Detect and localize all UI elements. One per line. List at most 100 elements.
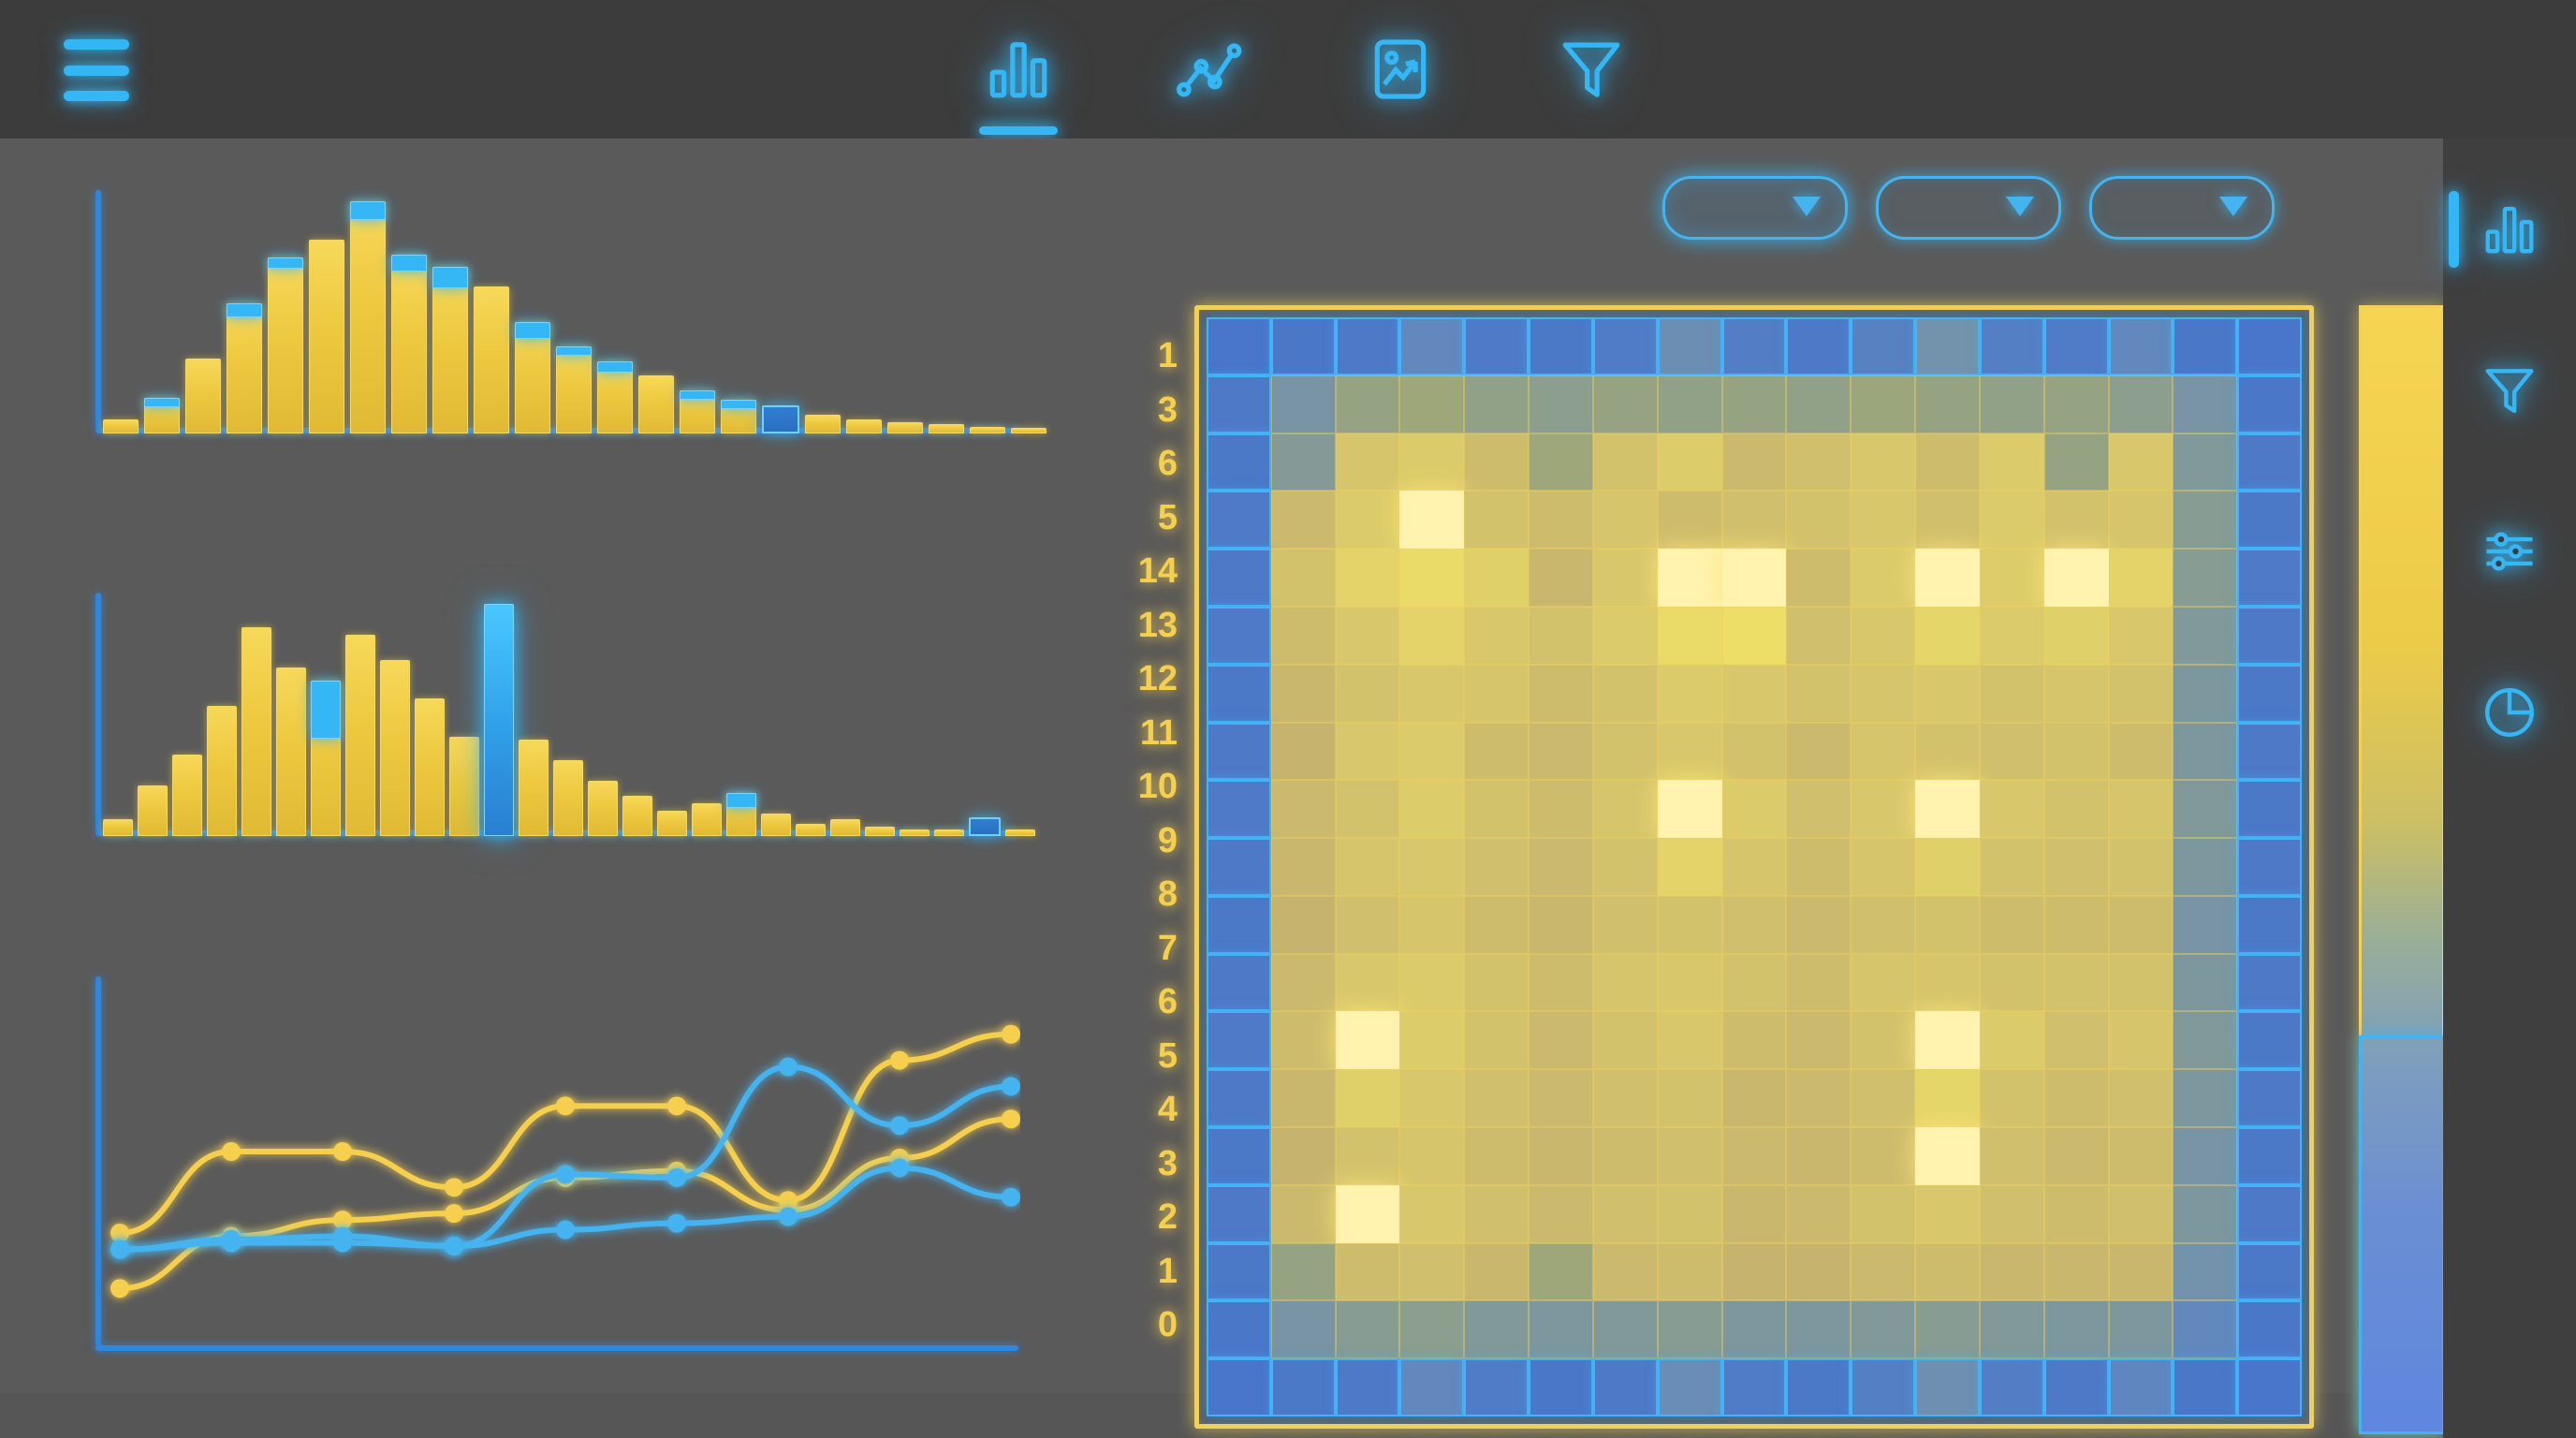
heatmap-cell[interactable] xyxy=(1851,491,1916,550)
bar[interactable] xyxy=(969,816,1001,836)
heatmap-cell[interactable] xyxy=(1207,1184,1271,1243)
bar[interactable] xyxy=(553,759,583,836)
heatmap-cell[interactable] xyxy=(1464,1127,1530,1185)
heatmap-cell[interactable] xyxy=(1399,1011,1465,1070)
heatmap-cell[interactable] xyxy=(1786,722,1852,781)
bar[interactable] xyxy=(138,785,168,836)
bar[interactable] xyxy=(227,302,262,433)
heatmap-cell[interactable] xyxy=(1851,1069,1916,1128)
heatmap-cell[interactable] xyxy=(1915,1300,1980,1359)
heatmap-cell[interactable] xyxy=(1399,838,1465,896)
heatmap-cell[interactable] xyxy=(2108,780,2174,839)
data-point[interactable] xyxy=(333,1211,352,1230)
heatmap-cell[interactable] xyxy=(2237,433,2302,492)
heatmap-cell[interactable] xyxy=(1657,780,1722,839)
heatmap-cell[interactable] xyxy=(2108,1127,2174,1185)
heatmap-cell[interactable] xyxy=(1529,374,1593,433)
heatmap-cell[interactable] xyxy=(2173,1069,2238,1128)
bar[interactable] xyxy=(887,421,923,433)
heatmap-cell[interactable] xyxy=(1979,433,2044,492)
heatmap-cell[interactable] xyxy=(1335,953,1400,1012)
heatmap-cell[interactable] xyxy=(1270,491,1336,550)
heatmap-cell[interactable] xyxy=(1399,895,1465,954)
heatmap-cell[interactable] xyxy=(1270,317,1336,375)
heatmap-cell[interactable] xyxy=(1915,491,1980,550)
heatmap-cell[interactable] xyxy=(1657,722,1722,781)
heatmap-cell[interactable] xyxy=(1851,1242,1916,1301)
heatmap-cell[interactable] xyxy=(2237,317,2302,375)
heatmap-cell[interactable] xyxy=(1721,606,1787,665)
heatmap-cell[interactable] xyxy=(1270,1300,1336,1359)
heatmap-cell[interactable] xyxy=(1464,1011,1530,1070)
bar[interactable] xyxy=(597,360,633,433)
chart-histogram-middle[interactable] xyxy=(75,593,1035,836)
bar[interactable] xyxy=(1011,428,1046,433)
heatmap-cell[interactable] xyxy=(1915,780,1980,839)
heatmap-cell[interactable] xyxy=(1335,1300,1400,1359)
data-point[interactable] xyxy=(667,1167,686,1187)
heatmap-cell[interactable] xyxy=(1979,1184,2044,1243)
bar[interactable] xyxy=(515,322,550,433)
heatmap-cell[interactable] xyxy=(1657,838,1722,896)
chart-multiline-trend[interactable] xyxy=(75,976,1020,1351)
heatmap-cell[interactable] xyxy=(1979,491,2044,550)
heatmap-cell[interactable] xyxy=(1592,1069,1658,1128)
heatmap-cell[interactable] xyxy=(2108,838,2174,896)
data-point[interactable] xyxy=(779,1057,798,1077)
heatmap-cell[interactable] xyxy=(1270,895,1336,954)
heatmap-cell[interactable] xyxy=(2237,1011,2302,1070)
heatmap-cell[interactable] xyxy=(1979,1127,2044,1185)
heatmap-cell[interactable] xyxy=(1592,1127,1658,1185)
heatmap-cell[interactable] xyxy=(1786,1358,1852,1416)
heatmap-cell[interactable] xyxy=(1464,780,1530,839)
heatmap-cell[interactable] xyxy=(1786,374,1852,433)
bar[interactable] xyxy=(519,739,549,836)
heatmap-cell[interactable] xyxy=(1721,491,1787,550)
heatmap-cell[interactable] xyxy=(1657,317,1722,375)
heatmap-cell[interactable] xyxy=(1721,1011,1787,1070)
heatmap-cell[interactable] xyxy=(1915,664,1980,723)
heatmap-cell[interactable] xyxy=(1207,606,1271,665)
heatmap-cell[interactable] xyxy=(1851,317,1916,375)
heatmap-cell[interactable] xyxy=(1915,374,1980,433)
heatmap-cell[interactable] xyxy=(1399,606,1465,665)
heatmap-cell[interactable] xyxy=(1335,664,1400,723)
heatmap-cell[interactable] xyxy=(1464,1300,1530,1359)
bar[interactable] xyxy=(311,681,341,836)
heatmap-cell[interactable] xyxy=(1721,895,1787,954)
heatmap-cell[interactable] xyxy=(2043,433,2109,492)
heatmap-cell[interactable] xyxy=(1721,953,1787,1012)
heatmap-cell[interactable] xyxy=(1979,838,2044,896)
heatmap-cell[interactable] xyxy=(1335,549,1400,607)
heatmap-cell[interactable] xyxy=(1979,1011,2044,1070)
heatmap-cell[interactable] xyxy=(2173,1358,2238,1416)
heatmap-cell[interactable] xyxy=(1335,1069,1400,1128)
heatmap-cell[interactable] xyxy=(1592,1358,1658,1416)
heatmap-cell[interactable] xyxy=(1721,1358,1787,1416)
heatmap-cell[interactable] xyxy=(1979,1358,2044,1416)
heatmap-cell[interactable] xyxy=(1464,895,1530,954)
heatmap-cell[interactable] xyxy=(2108,895,2174,954)
heatmap-cell[interactable] xyxy=(1464,722,1530,781)
heatmap-cell[interactable] xyxy=(2108,953,2174,1012)
heatmap-cell[interactable] xyxy=(1270,722,1336,781)
bar[interactable] xyxy=(830,818,860,836)
heatmap-cell[interactable] xyxy=(1851,433,1916,492)
heatmap-cell[interactable] xyxy=(1207,1127,1271,1185)
heatmap-cell[interactable] xyxy=(2043,1300,2109,1359)
bar[interactable] xyxy=(268,257,303,433)
heatmap-cell[interactable] xyxy=(2173,491,2238,550)
heatmap-cell[interactable] xyxy=(1464,606,1530,665)
heatmap-cell[interactable] xyxy=(1464,1069,1530,1128)
heatmap-cell[interactable] xyxy=(2173,1127,2238,1185)
heatmap-cell[interactable] xyxy=(1786,491,1852,550)
bar[interactable] xyxy=(796,824,826,836)
dropdown-2[interactable] xyxy=(1876,176,2061,240)
data-point[interactable] xyxy=(556,1165,575,1184)
heatmap-cell[interactable] xyxy=(1335,1011,1400,1070)
heatmap-cell[interactable] xyxy=(1721,374,1787,433)
bar[interactable] xyxy=(846,419,882,433)
heatmap-cell[interactable] xyxy=(1979,1242,2044,1301)
heatmap-cell[interactable] xyxy=(1851,1300,1916,1359)
heatmap-cell[interactable] xyxy=(1399,1069,1465,1128)
